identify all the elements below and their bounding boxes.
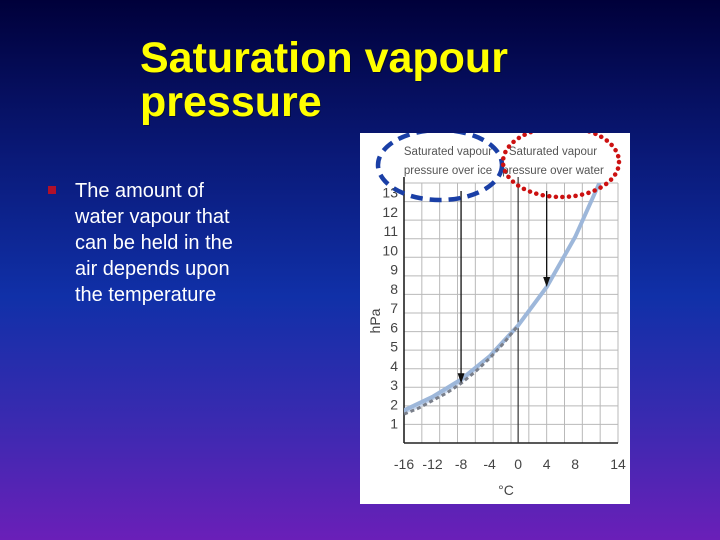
series-label-water-line-1: Saturated vapour (509, 146, 597, 158)
bullet-marker (48, 186, 56, 194)
y-tick-label: 12 (382, 204, 398, 220)
series-label-water-line-2: pressure over water (502, 165, 604, 177)
bullet-text-line: can be held in the (75, 232, 233, 254)
bullet-text-line: water vapour that (75, 206, 230, 228)
grid (403, 182, 619, 444)
y-axis-label: hPa (367, 308, 383, 333)
arrow-head (543, 277, 551, 287)
water-highlight-ring (500, 133, 622, 200)
curves (404, 183, 602, 416)
series-label-ice-line-1: Saturated vapour (404, 146, 492, 158)
y-tick-label: 1 (390, 416, 398, 432)
y-tick-label: 3 (390, 377, 398, 393)
bullet-text: The amount of water vapour that can be h… (75, 178, 290, 308)
x-tick-label: -12 (422, 456, 442, 472)
x-tick-label: 8 (571, 456, 579, 472)
arrow-head (457, 373, 465, 384)
y-tick-label: 6 (390, 319, 398, 335)
y-tick-label: 7 (390, 300, 398, 316)
x-tick-label: -8 (455, 456, 468, 472)
y-tick-label: 9 (390, 262, 398, 278)
x-axis-label: °C (498, 482, 514, 498)
series-line-water (404, 183, 602, 413)
bullet-text-line: air depends upon (75, 258, 230, 280)
y-tick-label: 5 (390, 339, 398, 355)
bullet-text-line: the temperature (75, 284, 217, 306)
x-tick-label: 14 (610, 456, 626, 472)
y-tick-label: 8 (390, 281, 398, 297)
y-tick-label: 4 (390, 358, 398, 374)
y-tick-label: 11 (383, 223, 398, 239)
x-tick-label: 0 (514, 456, 522, 472)
x-tick-label: -16 (394, 456, 414, 472)
slide-title-line-2: pressure (140, 78, 322, 126)
series-line-ice (404, 324, 520, 416)
series-label-ice-line-2: pressure over ice (404, 165, 492, 177)
slide-title: Saturation vapour pressure (140, 36, 580, 124)
vapour-pressure-chart: 1 2 3 4 5 6 7 8 9 10 11 12 13 -16 -12 -8 -4 0 4 8 14 hPa °C Sat… (360, 133, 630, 504)
x-tick-label: 4 (543, 456, 551, 472)
y-tick-label: 2 (390, 396, 398, 412)
bullet-text-line: The amount of (75, 180, 204, 202)
slide-title-line-1: Saturation vapour (140, 34, 508, 82)
x-tick-label: -4 (483, 456, 496, 472)
y-tick-label: 10 (382, 242, 398, 258)
